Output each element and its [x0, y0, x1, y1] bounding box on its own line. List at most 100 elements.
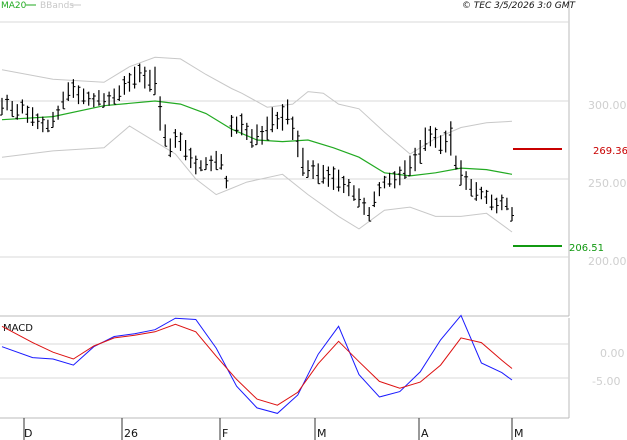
ohlc-bar	[362, 197, 367, 215]
x-tick-m2: M	[514, 427, 524, 440]
ohlc-bar	[326, 166, 331, 187]
ohlc-bar	[45, 119, 50, 133]
ohlc-bar	[464, 171, 469, 190]
y-tick-250: 250.00	[588, 177, 627, 190]
ohlc-bar	[408, 155, 412, 177]
ohlc-bar	[357, 188, 361, 208]
ohlc-bar	[418, 140, 423, 164]
ohlc-bar	[494, 197, 499, 214]
ohlc-bar	[367, 207, 372, 222]
ohlc-bar	[397, 166, 402, 186]
ohlc-bars	[0, 63, 514, 222]
chart-timestamp: © TEC 3/5/2026 3:0 GMT	[462, 1, 577, 11]
ohlc-bar	[35, 113, 40, 130]
ohlc-bar	[489, 194, 494, 211]
ohlc-bar	[275, 111, 280, 130]
ohlc-bar	[504, 197, 509, 211]
ohlc-bar	[198, 160, 203, 172]
ohlc-bar	[142, 66, 147, 89]
ohlc-bar	[336, 169, 341, 192]
ohlc-bar	[285, 99, 290, 125]
ohlc-bar	[351, 185, 356, 201]
ohlc-bar	[96, 90, 101, 106]
ohlc-bar	[112, 88, 117, 105]
ohlc-bar	[443, 130, 448, 153]
macd-title: MACD	[3, 323, 33, 334]
ma20-path	[1, 100, 513, 177]
ohlc-bar	[40, 116, 45, 133]
ohlc-bar	[413, 147, 418, 172]
ohlc-bar	[249, 129, 254, 148]
support-label: 206.51	[569, 243, 604, 254]
macd-lines	[1, 314, 513, 414]
ohlc-bar	[5, 94, 10, 111]
ohlc-bar	[71, 79, 76, 98]
ohlc-bar	[469, 179, 474, 197]
ohlc-bar	[0, 97, 4, 116]
ohlc-bar	[438, 135, 443, 155]
x-tick-d: D	[24, 427, 32, 440]
ohlc-bar	[107, 91, 112, 106]
ohlc-bar	[102, 93, 106, 108]
ohlc-bar	[81, 88, 86, 105]
ohlc-bar	[255, 124, 259, 146]
ohlc-bar	[387, 172, 392, 187]
ohlc-bar	[239, 113, 244, 136]
ohlc-bar	[402, 160, 407, 179]
ohlc-bar	[300, 147, 305, 176]
ohlc-bar	[453, 155, 458, 170]
ohlc-bar	[122, 76, 127, 95]
ohlc-bar	[76, 85, 81, 105]
ohlc-bar	[474, 182, 479, 201]
ohlc-bar	[127, 72, 132, 92]
ohlc-bar	[510, 207, 514, 222]
y-tick-300: 300.00	[588, 99, 627, 112]
ohlc-bar	[229, 115, 234, 137]
ohlc-bar	[316, 163, 321, 185]
ohlc-bar	[168, 138, 173, 158]
ohlc-bar	[153, 66, 157, 96]
ohlc-bar	[137, 63, 142, 83]
ohlc-bar	[163, 124, 168, 147]
ohlc-bar	[20, 99, 25, 114]
ohlc-bar	[372, 191, 377, 208]
ohlc-bar	[188, 147, 193, 169]
ohlc-bar	[178, 132, 183, 151]
ohlc-bar	[183, 140, 188, 161]
ohlc-bar	[173, 129, 178, 148]
ohlc-bar	[433, 127, 438, 148]
ohlc-bar	[117, 85, 122, 101]
ohlc-bar	[321, 164, 326, 184]
ohlc-bar	[270, 107, 275, 133]
ohlc-bar	[311, 160, 316, 179]
ohlc-bar	[290, 116, 295, 140]
ohlc-bar	[484, 189, 489, 204]
bb-lower-line	[1, 125, 513, 233]
ohlc-bar	[392, 171, 397, 189]
ohlc-bar	[91, 93, 96, 108]
ohlc-bar	[147, 69, 152, 92]
legend-bbands: BBands	[40, 1, 74, 11]
ohlc-bar	[382, 175, 387, 189]
ohlc-bar	[158, 96, 163, 131]
ma20-line	[1, 100, 513, 177]
x-tick-a: A	[421, 427, 429, 440]
x-tick-f: F	[222, 427, 228, 440]
ohlc-bar	[479, 186, 484, 200]
ohlc-bar	[219, 154, 224, 170]
ohlc-bar	[25, 105, 30, 123]
ohlc-bar	[86, 91, 91, 106]
ohlc-bar	[224, 175, 229, 189]
ohlc-bar	[66, 82, 71, 101]
ohlc-bar	[306, 160, 310, 178]
macd-panel: MACD 0.00 -5.00	[0, 314, 625, 419]
ohlc-bar	[30, 107, 35, 126]
ohlc-bar	[61, 91, 66, 110]
ohlc-bar	[448, 121, 453, 156]
ohlc-bar	[132, 66, 137, 89]
ohlc-bar	[341, 175, 346, 194]
ohlc-bar	[331, 166, 336, 190]
resistance-label: 269.36	[593, 146, 627, 157]
ohlc-bar	[295, 130, 300, 158]
